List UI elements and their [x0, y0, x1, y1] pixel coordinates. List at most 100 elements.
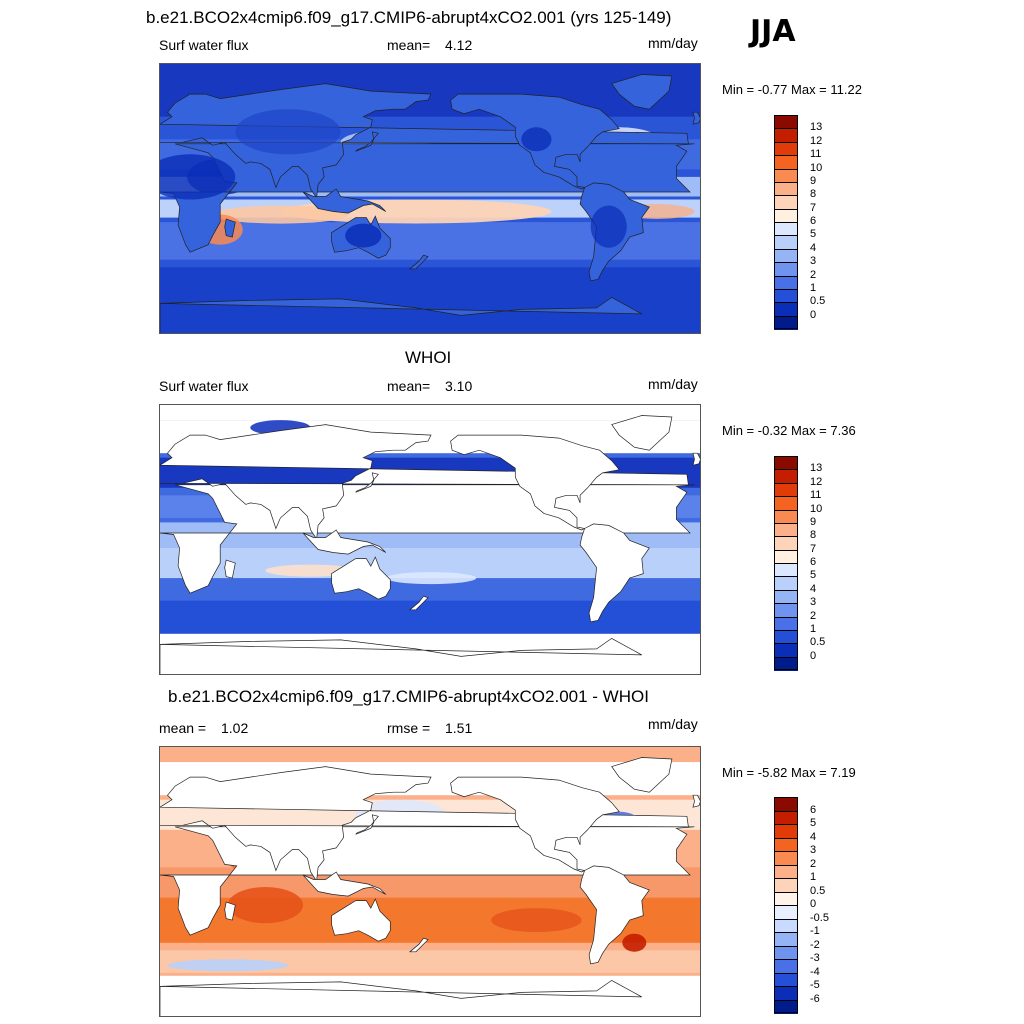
colorbar-swatch — [774, 522, 798, 538]
map-field — [160, 64, 700, 333]
colorbar-tick-label: 10 — [810, 502, 823, 515]
colorbar-swatch — [774, 195, 798, 210]
colorbar-tick-label: 11 — [810, 489, 822, 502]
colorbar-tick-label: 2 — [810, 857, 817, 870]
colorbar-tick-label: 13 — [810, 462, 823, 475]
colorbar-swatch — [774, 315, 798, 330]
panel-3-colorbar: 6 5 4 3 2 1 0.5 0 -0.5 -1 -2 -3 -4 -5 -6 — [774, 797, 829, 1014]
colorbar-tick-label: 1 — [810, 871, 817, 883]
colorbar-frame — [774, 456, 798, 670]
colorbar-swatch — [774, 932, 798, 947]
colorbar-swatch — [774, 496, 798, 511]
map-field — [160, 747, 700, 1016]
colorbar-swatch — [774, 616, 798, 631]
colorbar-tick-label: 3 — [810, 844, 817, 856]
panel-1-map — [159, 63, 701, 334]
colorbar-tick-label: 9 — [810, 174, 817, 187]
colorbar-tick-label: 6 — [810, 556, 817, 568]
panel-1-variable-label: Surf water flux — [159, 37, 249, 53]
colorbar-swatch — [774, 986, 798, 1001]
colorbar-tick-label: 5 — [810, 569, 817, 582]
colorbar-swatch — [774, 469, 798, 484]
panel-3-map — [159, 746, 701, 1017]
colorbar-frame — [774, 797, 798, 1013]
panel-2-title: WHOI — [405, 348, 452, 367]
panel-2-variable-label: Surf water flux — [159, 378, 249, 394]
colorbar-tick-label: 2 — [810, 268, 817, 281]
panel-2-colorbar: 13 12 11 10 9 8 7 6 5 4 3 2 1 0.5 0 — [774, 456, 825, 671]
colorbar-tick-label: 8 — [810, 529, 817, 542]
colorbar-swatch — [774, 128, 798, 143]
colorbar-swatch — [774, 945, 798, 960]
colorbar-swatch — [774, 959, 798, 974]
colorbar-tick-label: 2 — [810, 609, 817, 622]
panel-2-map — [159, 404, 701, 675]
colorbar-tick-label: 5 — [810, 817, 817, 829]
colorbar-tick-label: -3 — [810, 952, 820, 964]
colorbar-swatch — [774, 797, 798, 812]
colorbar-swatch — [774, 288, 798, 304]
colorbar-tick-label: -2 — [810, 938, 820, 951]
colorbar-swatch — [774, 864, 798, 879]
colorbar-tick-label: 4 — [810, 241, 817, 254]
colorbar-swatch — [774, 824, 798, 839]
colorbar-tick-label: 5 — [810, 228, 817, 241]
panel-3-min-max: Min = -5.82 Max = 7.19 — [722, 765, 856, 780]
colorbar-tick-label: 12 — [810, 134, 823, 147]
colorbar-tick-label: -4 — [810, 965, 820, 978]
panel-3-rmse-label: rmse = — [387, 720, 431, 736]
colorbar-tick-label: 11 — [810, 148, 822, 161]
panel-1-units: mm/day — [648, 35, 698, 51]
colorbar-tick-label: 3 — [810, 255, 817, 268]
colorbar-tick-label: 0.5 — [810, 295, 826, 308]
colorbar-tick-label: 1 — [810, 622, 817, 635]
colorbar-tick-label: 8 — [810, 188, 817, 201]
colorbar-tick-label: -0.5 — [810, 911, 829, 924]
panel-3-rmse-value: 1.51 — [445, 720, 473, 736]
colorbar-tick-label: 9 — [810, 515, 817, 528]
panel-2-mean-value: 3.10 — [445, 378, 473, 394]
colorbar-tick-label: 13 — [810, 121, 823, 134]
colorbar-tick-label: 0 — [810, 649, 817, 662]
colorbar-swatch — [774, 115, 798, 130]
panel-1-title: b.e21.BCO2x4cmip6.f09_g17.CMIP6-abrupt4x… — [146, 8, 672, 27]
colorbar-tick-label: 0 — [810, 308, 817, 321]
panel-3-mean-value: 1.02 — [221, 720, 249, 736]
colorbar-tick-label: -5 — [810, 979, 820, 991]
colorbar-tick-label: 6 — [810, 215, 817, 227]
panel-1-colorbar: 13 12 11 10 9 8 7 6 5 4 3 2 1 0.5 0 — [774, 115, 825, 330]
colorbar-swatch — [774, 810, 798, 825]
colorbar-frame — [774, 115, 798, 329]
colorbar-swatch — [774, 168, 798, 183]
colorbar-swatch — [774, 576, 798, 591]
colorbar-swatch — [774, 262, 798, 277]
colorbar-tick-label: -1 — [810, 925, 820, 937]
colorbar-swatch — [774, 656, 798, 671]
panel-3-units: mm/day — [648, 716, 698, 732]
colorbar-swatch — [774, 851, 798, 866]
colorbar-swatch — [774, 181, 798, 197]
season-label: JJA — [750, 14, 796, 49]
colorbar-tick-label: 0.5 — [810, 636, 826, 649]
colorbar-swatch — [774, 536, 798, 551]
colorbar-swatch — [774, 878, 798, 893]
panel-1-mean-value: 4.12 — [445, 37, 473, 53]
colorbar-swatch — [774, 509, 798, 524]
colorbar-swatch — [774, 603, 798, 618]
panel-2-mean-label: mean= — [387, 378, 431, 394]
colorbar-tick-label: 12 — [810, 475, 823, 488]
colorbar-swatch — [774, 589, 798, 605]
panel-3-mean-label: mean = — [159, 720, 207, 736]
panel-1-mean-label: mean= — [387, 37, 431, 53]
colorbar-swatch — [774, 837, 798, 852]
colorbar-swatch — [774, 222, 798, 237]
colorbar-swatch — [774, 629, 798, 645]
colorbar-swatch — [774, 905, 798, 920]
colorbar-tick-label: 7 — [810, 542, 817, 555]
colorbar-swatch — [774, 208, 798, 223]
panel-2-min-max: Min = -0.32 Max = 7.36 — [722, 423, 856, 438]
colorbar-swatch — [774, 275, 798, 290]
panel-1-min-max: Min = -0.77 Max = 11.22 — [722, 82, 862, 97]
colorbar-tick-label: 0 — [810, 898, 817, 910]
colorbar-swatch — [774, 918, 798, 933]
